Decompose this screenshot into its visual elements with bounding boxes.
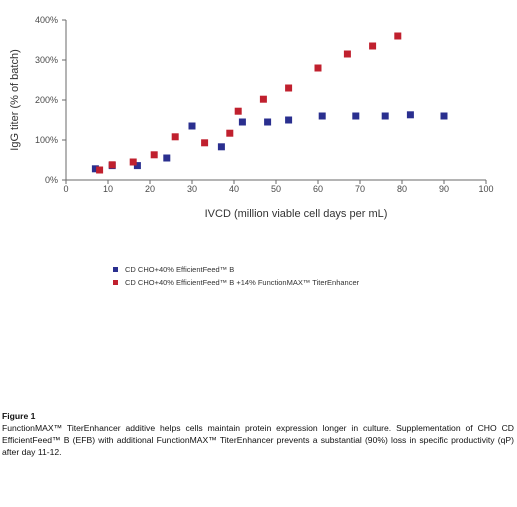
y-tick-label: 100%: [35, 135, 58, 145]
data-point-series-1: [264, 118, 272, 126]
legend-swatch-series-1: [113, 267, 118, 272]
figure-caption: Figure 1 FunctionMAX™ TiterEnhancer addi…: [2, 410, 514, 458]
axes: [62, 19, 487, 184]
data-point-series-1: [285, 116, 293, 124]
data-point-series-2: [234, 107, 242, 115]
x-tick-label: 30: [187, 184, 197, 194]
caption-text: FunctionMAX™ TiterEnhancer additive help…: [2, 423, 514, 457]
data-point-series-1: [318, 112, 326, 120]
data-point-series-1: [406, 111, 414, 119]
x-tick-label: 0: [63, 184, 68, 194]
x-tick-label: 60: [313, 184, 323, 194]
data-point-series-1: [352, 112, 360, 120]
y-tick-label: 300%: [35, 55, 58, 65]
scatter-chart: 0% 100% 200% 300% 400% 0 10 20 30 40 50 60 70 80 90 100…: [9, 15, 494, 287]
data-point-series-2: [171, 133, 179, 141]
data-point-series-2: [108, 161, 116, 169]
data-point-series-2: [369, 42, 377, 50]
data-point-series-2: [394, 32, 402, 40]
y-tick-label: 200%: [35, 95, 58, 105]
data-point-series-2: [259, 95, 267, 103]
data-point-series-1: [217, 143, 225, 151]
legend: CD CHO+40% EfficientFeed™ B CD CHO+40% E…: [113, 265, 360, 287]
data-point-series-1: [91, 165, 99, 173]
data-point-series-1: [381, 112, 389, 120]
legend-label-series-1: CD CHO+40% EfficientFeed™ B: [125, 265, 234, 274]
data-points: [91, 32, 448, 174]
data-point-series-2: [201, 139, 209, 147]
legend-label-series-2: CD CHO+40% EfficientFeed™ B +14% Functio…: [125, 278, 360, 287]
data-point-series-2: [226, 129, 234, 137]
data-point-series-2: [285, 84, 293, 92]
x-tick-label: 90: [439, 184, 449, 194]
y-tick-label: 400%: [35, 15, 58, 25]
y-axis-label: IgG titer (% of batch): [9, 49, 21, 150]
data-point-series-2: [314, 64, 322, 72]
data-point-series-1: [440, 112, 448, 120]
x-tick-label: 10: [103, 184, 113, 194]
legend-swatch-series-2: [113, 280, 118, 285]
caption-title: Figure 1: [2, 411, 36, 421]
data-point-series-2: [96, 166, 104, 174]
x-tick-label: 80: [397, 184, 407, 194]
data-point-series-2: [129, 158, 137, 166]
x-tick-label: 50: [271, 184, 281, 194]
data-point-series-1: [238, 118, 246, 126]
data-point-series-1: [133, 162, 141, 170]
x-tick-label: 70: [355, 184, 365, 194]
data-point-series-1: [163, 154, 171, 162]
x-tick-label: 20: [145, 184, 155, 194]
tick-labels: 0% 100% 200% 300% 400% 0 10 20 30 40 50 60 70 80 90 100: [35, 15, 494, 194]
x-tick-label: 100: [478, 184, 493, 194]
x-tick-label: 40: [229, 184, 239, 194]
y-tick-label: 0%: [45, 175, 58, 185]
data-point-series-2: [150, 151, 158, 159]
x-axis-label: IVCD (million viable cell days per mL): [205, 208, 388, 220]
data-point-series-1: [188, 122, 196, 130]
data-point-series-2: [343, 50, 351, 58]
